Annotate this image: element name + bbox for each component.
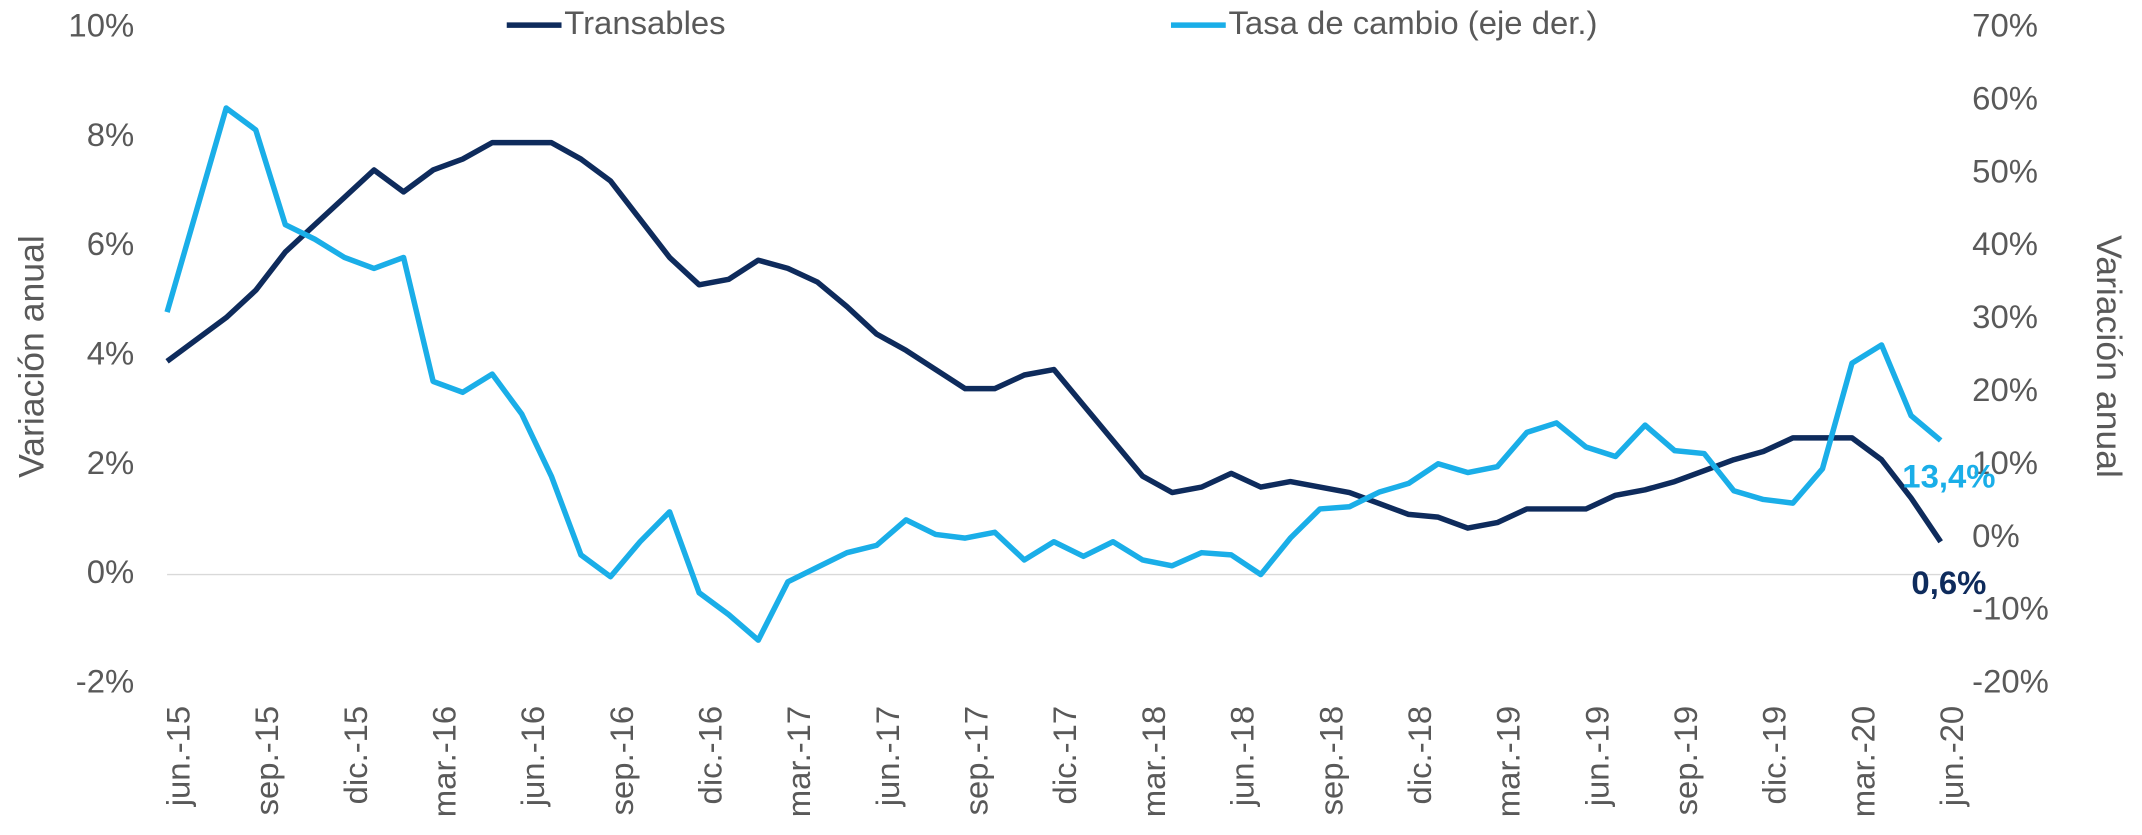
x-tick-label: sep.-17 — [958, 706, 995, 816]
y2-tick-label: 0% — [1972, 517, 2019, 554]
x-tick-label: mar.-19 — [1490, 706, 1527, 817]
y2-axis-title: Variación anual — [2089, 235, 2129, 478]
line-series — [165, 139, 1943, 544]
x-tick-label: mar.-17 — [780, 706, 817, 817]
y-tick-label: 4% — [87, 335, 134, 372]
y-tick-label: 10% — [68, 7, 134, 44]
x-tick-label: dic.-18 — [1401, 706, 1438, 805]
x-tick-label: mar.-20 — [1844, 706, 1881, 817]
x-tick-label: jun.-17 — [869, 706, 906, 807]
data-label: 13,4% — [1902, 457, 1995, 494]
y-axis-title: Variación anual — [12, 235, 52, 478]
line-series — [164, 105, 1943, 643]
y-tick-label: 0% — [87, 553, 134, 590]
y-tick-label: -2% — [76, 663, 134, 700]
x-tick-label: dic.-19 — [1756, 706, 1793, 805]
x-tick-label: jun.-16 — [514, 706, 551, 807]
y2-tick-label: 70% — [1972, 7, 2038, 44]
y2-tick-label: 50% — [1972, 152, 2038, 189]
y-tick-label: 6% — [87, 225, 134, 262]
y2-tick-label: -10% — [1972, 590, 2049, 627]
x-tick-label: dic.-17 — [1046, 706, 1083, 805]
x-tick-label: sep.-16 — [603, 706, 640, 816]
y-tick-label: 2% — [87, 444, 134, 481]
legend-label: Transables — [564, 4, 725, 41]
x-tick-label: mar.-18 — [1135, 706, 1172, 817]
y2-tick-label: 10% — [1972, 444, 2038, 481]
x-tick-label: jun.-15 — [159, 706, 196, 807]
x-tick-label: jun.-19 — [1578, 706, 1615, 807]
y2-tick-label: -20% — [1972, 663, 2049, 700]
x-tick-label: dic.-16 — [692, 706, 729, 805]
y-tick-label: 8% — [87, 116, 134, 153]
x-tick-label: sep.-18 — [1312, 706, 1349, 816]
legend-label: Tasa de cambio (eje der.) — [1228, 4, 1597, 41]
x-tick-label: mar.-16 — [426, 706, 463, 817]
x-tick-label: sep.-15 — [248, 706, 285, 816]
x-tick-label: sep.-19 — [1667, 706, 1704, 816]
y2-tick-label: 60% — [1972, 79, 2038, 116]
y2-tick-label: 20% — [1972, 371, 2038, 408]
x-tick-label: jun.-18 — [1224, 706, 1261, 807]
y2-tick-label: 40% — [1972, 225, 2038, 262]
y2-tick-label: 30% — [1972, 298, 2038, 335]
x-tick-label: dic.-15 — [337, 706, 374, 805]
x-tick-label: jun.-20 — [1933, 706, 1970, 807]
data-label: 0,6% — [1911, 564, 1986, 601]
